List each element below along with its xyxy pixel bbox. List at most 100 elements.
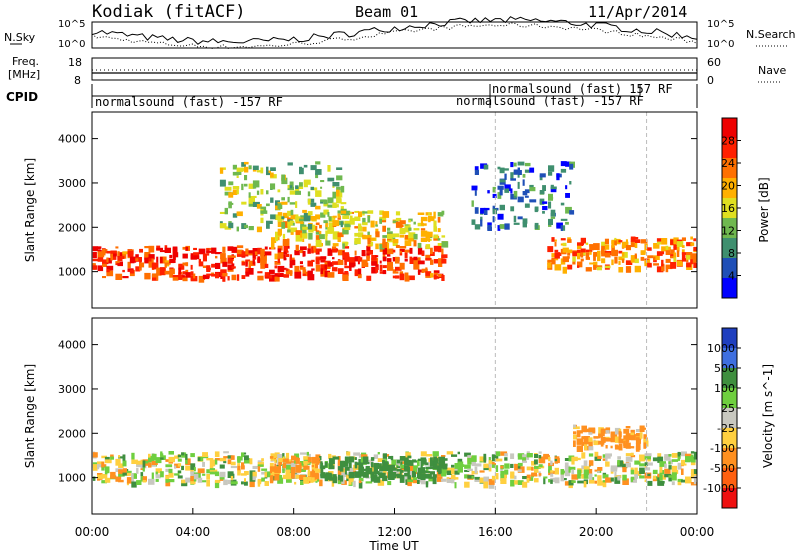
velocity-cell (451, 474, 456, 481)
power-cell (550, 216, 556, 219)
velocity-cell (433, 463, 437, 467)
velocity-cell (181, 452, 185, 456)
power-cell (332, 243, 339, 247)
power-cell (110, 254, 117, 260)
power-cell (190, 264, 193, 270)
velocity-cell (331, 479, 335, 487)
power-cell (565, 206, 572, 214)
power-cell (337, 259, 344, 265)
velocity-cell (400, 459, 403, 466)
power-cell (320, 264, 327, 271)
power-cell (290, 230, 294, 235)
velocity-cell (417, 459, 420, 467)
freq-ytop: 18 (68, 56, 82, 69)
velocity-cell (97, 461, 104, 465)
velocity-cell (457, 451, 460, 455)
power-cell (245, 248, 249, 255)
velocity-cell (181, 479, 187, 484)
velocity-cell (286, 459, 292, 462)
power-cell (178, 267, 182, 275)
power-cell (302, 226, 309, 230)
power-cell (647, 247, 652, 251)
velocity-cell (101, 461, 105, 468)
power-cell (404, 252, 408, 259)
velocity-cell (576, 439, 582, 445)
velocity-cell (370, 462, 374, 468)
velocity-cell (610, 477, 614, 482)
y-tick-label: 4000 (58, 339, 86, 352)
velocity-cell (396, 466, 400, 469)
power-cell (433, 245, 439, 252)
velocity-cell (467, 475, 475, 479)
power-feature-3 (471, 161, 575, 231)
power-cell (277, 215, 283, 222)
velocity-cell (441, 455, 446, 458)
velocity-cell (597, 480, 604, 486)
power-cell (510, 162, 514, 168)
power-cell (287, 185, 291, 189)
velocity-cell (625, 453, 632, 457)
velocity-cell (644, 479, 647, 482)
power-cell (387, 234, 393, 240)
velocity-cell (425, 481, 429, 488)
velocity-cell (441, 472, 447, 477)
velocity-cell (118, 469, 123, 475)
power-cell (548, 193, 553, 201)
velocity-cell (151, 453, 157, 461)
power-cell (220, 269, 227, 275)
power-cell (551, 253, 556, 258)
power-cell (289, 202, 296, 205)
velocity-cell (442, 463, 448, 470)
power-cell (219, 223, 227, 229)
power-cell (122, 251, 130, 255)
power-cell (665, 258, 671, 263)
power-cell (471, 185, 478, 189)
power-cell (382, 225, 386, 232)
power-cell (319, 234, 325, 240)
velocity-cell (101, 465, 105, 471)
velocity-cell (647, 459, 651, 462)
power-cell (640, 256, 645, 261)
velocity-cell (92, 476, 96, 481)
power-cell (287, 210, 293, 217)
velocity-cell (581, 442, 585, 446)
power-cell (307, 248, 311, 254)
velocity-cell (373, 476, 381, 483)
power-cell (299, 167, 304, 175)
velocity-cell (300, 481, 304, 485)
velocity-cell (600, 436, 606, 443)
velocity-cell (148, 462, 152, 468)
power-cell (656, 241, 662, 245)
velocity-cell (657, 456, 664, 463)
power-cell (106, 269, 110, 273)
velocity-cell (286, 452, 290, 459)
velocity-cell (467, 457, 474, 465)
velocity-cell (206, 469, 212, 474)
power-cell (382, 211, 390, 218)
velocity-cell (382, 468, 387, 475)
power-cell (421, 269, 424, 273)
velocity-cell (358, 468, 361, 473)
colorbar-segment (722, 118, 737, 138)
power-cell (693, 262, 697, 268)
power-cell (117, 260, 120, 264)
velocity-cell (299, 474, 306, 478)
power-cell (236, 249, 243, 255)
power-cell (307, 191, 311, 197)
power-cell (371, 266, 377, 274)
velocity-cell (550, 470, 554, 473)
power-cell (290, 209, 294, 216)
power-cell (634, 237, 639, 240)
velocity-cell (471, 476, 474, 479)
colorbar-segment (722, 408, 737, 428)
velocity-cell (278, 462, 281, 468)
cpid-mode-3: normalsound (fast) -157 RF (456, 94, 644, 108)
velocity-cell (657, 475, 661, 482)
velocity-cell (451, 454, 458, 457)
velocity-cell (388, 464, 396, 470)
power-cell (686, 252, 693, 256)
power-cell (417, 222, 424, 227)
power-cell (572, 261, 576, 265)
power-cell (236, 167, 244, 172)
